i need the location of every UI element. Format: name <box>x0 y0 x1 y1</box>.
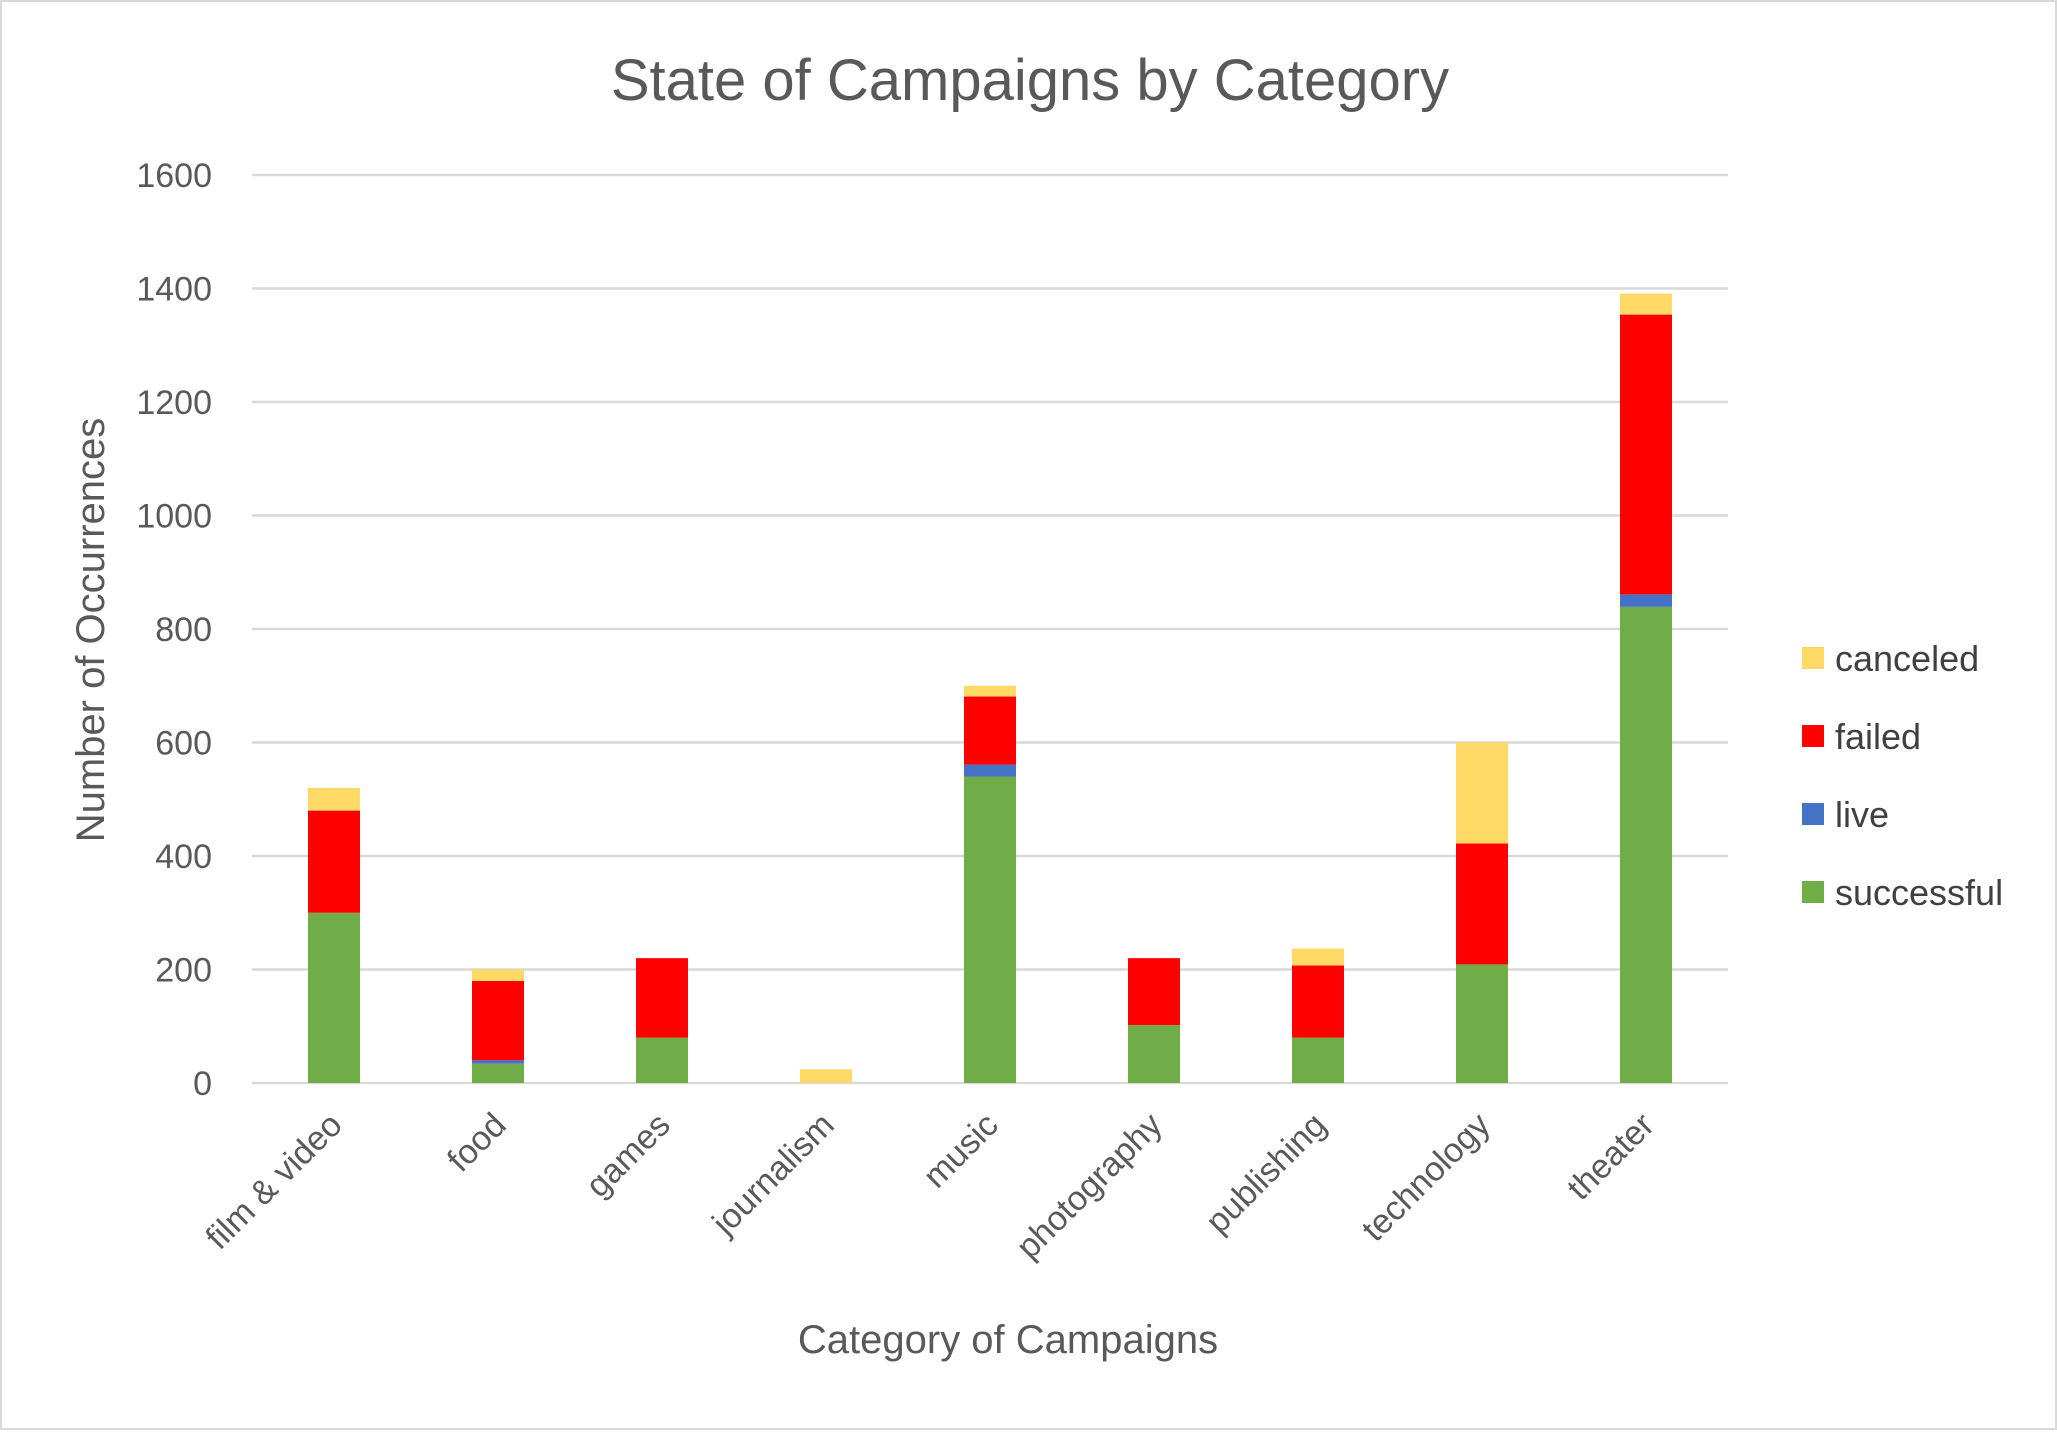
bar-segment-successful <box>472 1063 524 1083</box>
x-tick-label: music <box>916 1106 1006 1196</box>
legend-swatch-live <box>1802 803 1824 825</box>
bar-segment-live <box>472 1060 524 1064</box>
legend-label-canceled: canceled <box>1835 638 1979 679</box>
y-tick-label: 1000 <box>136 498 212 536</box>
chart-title: State of Campaigns by Category <box>611 48 1449 113</box>
legend-label-successful: successful <box>1835 872 2003 913</box>
bar-segment-failed <box>636 958 688 1038</box>
bar-segment-successful <box>636 1037 688 1083</box>
x-tick-label: photography <box>1009 1106 1170 1267</box>
bar-segment-successful <box>308 912 360 1083</box>
bar-segment-successful <box>1128 1025 1180 1083</box>
bar-segment-canceled <box>1292 948 1344 966</box>
y-axis-title: Number of Occurrences <box>69 418 113 843</box>
bar-segment-canceled <box>800 1069 852 1083</box>
bar-segment-canceled <box>1456 742 1508 844</box>
y-axis-ticks: 0 200 400 600 800 1000 1200 1400 1600 <box>136 157 212 1103</box>
bar-segment-live <box>1620 594 1672 607</box>
x-tick-label: journalism <box>705 1106 842 1243</box>
bar-segment-failed <box>1292 965 1344 1038</box>
y-tick-label: 1200 <box>136 384 212 422</box>
x-axis-ticks: film & video food games journalism music phot… <box>199 1106 1662 1267</box>
bar-segment-failed <box>964 696 1016 765</box>
y-tick-label: 1400 <box>136 271 212 309</box>
bar-segment-failed <box>1456 843 1508 965</box>
y-tick-label: 1600 <box>136 157 212 195</box>
bar-segment-successful <box>1292 1037 1344 1083</box>
bar-segment-successful <box>1620 606 1672 1083</box>
x-tick-label: food <box>440 1106 514 1180</box>
bar-segment-failed <box>308 810 360 913</box>
bars <box>308 293 1672 1083</box>
bar-segment-canceled <box>1620 293 1672 315</box>
y-tick-label: 0 <box>193 1065 212 1103</box>
legend-swatch-failed <box>1802 725 1824 747</box>
x-tick-label: theater <box>1560 1106 1662 1208</box>
bar-segment-failed <box>1128 958 1180 1026</box>
y-tick-label: 600 <box>155 725 212 763</box>
legend-label-live: live <box>1835 794 1889 835</box>
bar-segment-successful <box>1456 964 1508 1083</box>
y-tick-label: 800 <box>155 611 212 649</box>
bar-segment-failed <box>1620 314 1672 595</box>
bar-segment-canceled <box>308 787 360 811</box>
x-tick-label: publishing <box>1199 1106 1334 1241</box>
x-tick-label: games <box>579 1106 678 1205</box>
x-tick-label: film & video <box>199 1106 350 1257</box>
legend: canceled failed live successful <box>1802 638 2003 913</box>
x-axis-title: Category of Campaigns <box>798 1318 1218 1362</box>
y-tick-label: 200 <box>155 952 212 990</box>
legend-label-failed: failed <box>1835 716 1921 757</box>
legend-swatch-canceled <box>1802 647 1824 669</box>
bar-segment-live <box>964 764 1016 777</box>
bar-segment-failed <box>472 980 524 1061</box>
legend-swatch-successful <box>1802 881 1824 903</box>
bar-segment-successful <box>964 776 1016 1083</box>
x-tick-label: technology <box>1354 1106 1497 1249</box>
y-tick-label: 400 <box>155 838 212 876</box>
bar-segment-canceled <box>472 969 524 981</box>
bar-segment-canceled <box>964 685 1016 697</box>
